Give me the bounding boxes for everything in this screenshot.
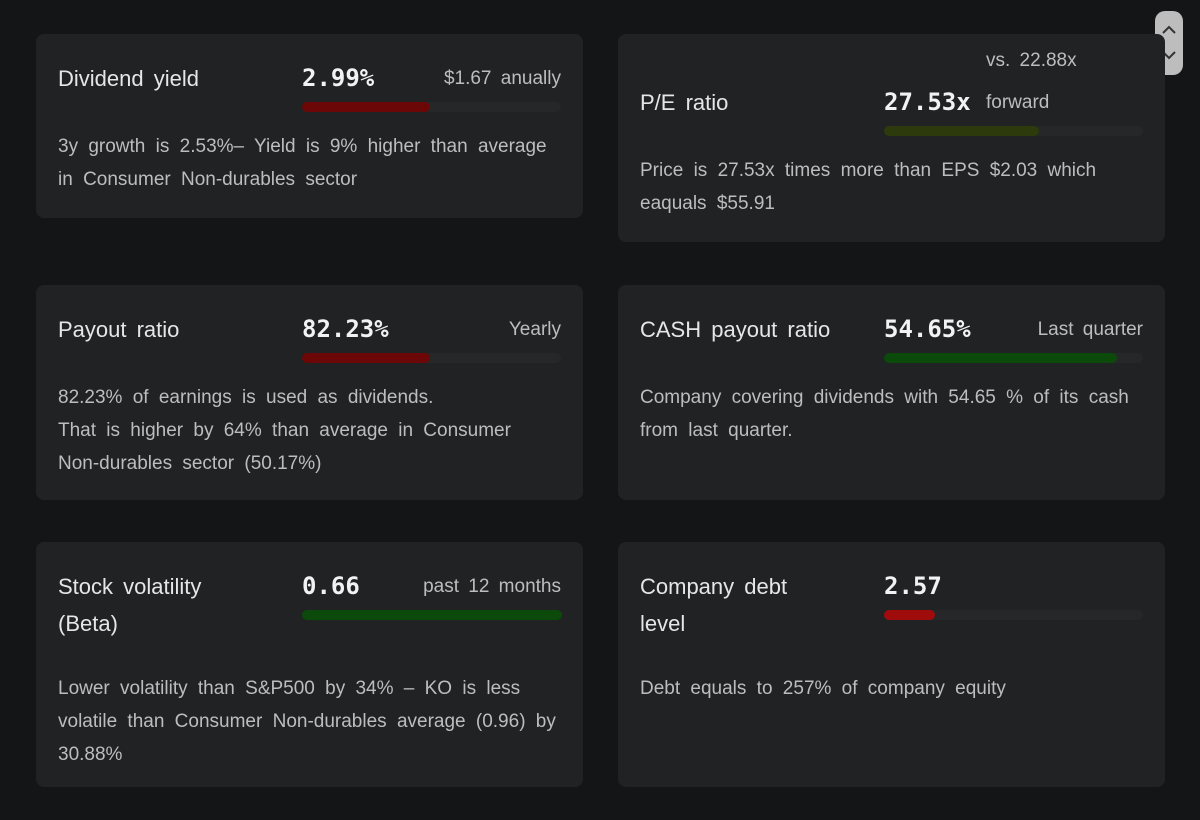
metric-note: $1.67 anually bbox=[443, 68, 561, 89]
metric-bar bbox=[884, 610, 935, 620]
metric-bar bbox=[884, 126, 1039, 136]
metric-note-top: vs. 22.88x bbox=[986, 50, 1077, 71]
metric-value: 27.53x bbox=[884, 88, 971, 116]
card-title: P/E ratio bbox=[640, 90, 729, 115]
card-header: Company debt level 2.57 bbox=[640, 568, 1143, 642]
metric-bar-track bbox=[302, 610, 562, 620]
metric-bar-track bbox=[884, 353, 1143, 363]
card-description: 82.23% of earnings is used as dividends.… bbox=[58, 381, 561, 480]
metric-bar-track bbox=[884, 126, 1143, 136]
card-description: 3y growth is 2.53%– Yield is 9% higher t… bbox=[58, 130, 561, 196]
metric-bar bbox=[302, 102, 430, 112]
metric-note: Yearly bbox=[508, 319, 561, 340]
metric-value: 0.66 bbox=[302, 572, 360, 600]
metric-card: Company debt level 2.57 Debt equals to 257… bbox=[618, 542, 1165, 787]
card-title: Payout ratio bbox=[58, 317, 180, 342]
metric-value: 82.23% bbox=[302, 315, 389, 343]
card-description: Price is 27.53x times more than EPS $2.0… bbox=[640, 154, 1143, 220]
description-line: Price is 27.53x times more than EPS $2.0… bbox=[640, 160, 1097, 214]
card-header: Stock volatility (Beta) 0.66 past 12 month… bbox=[58, 568, 562, 642]
metric-bar bbox=[302, 353, 430, 363]
card-header: P/E ratio 27.53x vs. 22.88x forward bbox=[640, 50, 1143, 136]
metric-card: Payout ratio 82.23% Yearly 82.23% of earnin… bbox=[36, 285, 583, 500]
card-title: Dividend yield bbox=[58, 66, 199, 91]
metric-note: Last quarter bbox=[1037, 319, 1143, 340]
metric-bar-track bbox=[302, 102, 561, 112]
card-description: Company covering dividends with 54.65 % … bbox=[640, 381, 1143, 447]
metric-card: Stock volatility (Beta) 0.66 past 12 month… bbox=[36, 542, 583, 787]
description-line: 3y growth is 2.53%– Yield is 9% higher t… bbox=[58, 136, 547, 190]
metric-value: 2.57 bbox=[884, 572, 942, 600]
metric-value: 54.65% bbox=[884, 315, 971, 343]
card-title: Company debt level bbox=[640, 574, 788, 636]
metric-bar-track bbox=[884, 610, 1143, 620]
card-header: CASH payout ratio 54.65% Last quarter bbox=[640, 311, 1143, 363]
metric-note: past 12 months bbox=[423, 576, 561, 597]
description-line: 82.23% of earnings is used as dividends. bbox=[58, 387, 434, 408]
card-description: Debt equals to 257% of company equity bbox=[640, 672, 1143, 705]
description-line: Lower volatility than S&P500 by 34% – KO… bbox=[58, 678, 556, 765]
metric-bar bbox=[302, 610, 562, 620]
metric-bar bbox=[884, 353, 1117, 363]
metric-card: Dividend yield 2.99% $1.67 anually 3y growt… bbox=[36, 34, 583, 218]
card-header: Dividend yield 2.99% $1.67 anually bbox=[58, 60, 561, 112]
metric-card: CASH payout ratio 54.65% Last quarter Compa… bbox=[618, 285, 1165, 500]
metric-bar-track bbox=[302, 353, 561, 363]
metric-card: P/E ratio 27.53x vs. 22.88x forward Price is… bbox=[618, 34, 1165, 242]
card-title: Stock volatility (Beta) bbox=[58, 574, 202, 636]
description-line: That is higher by 64% than average in Co… bbox=[58, 420, 511, 474]
description-line: Company covering dividends with 54.65 % … bbox=[640, 387, 1129, 441]
card-header: Payout ratio 82.23% Yearly bbox=[58, 311, 561, 363]
metric-note: forward bbox=[986, 92, 1050, 113]
card-title: CASH payout ratio bbox=[640, 317, 831, 342]
card-description: Lower volatility than S&P500 by 34% – KO… bbox=[58, 672, 561, 771]
metric-value: 2.99% bbox=[302, 64, 375, 92]
description-line: Debt equals to 257% of company equity bbox=[640, 678, 1006, 699]
